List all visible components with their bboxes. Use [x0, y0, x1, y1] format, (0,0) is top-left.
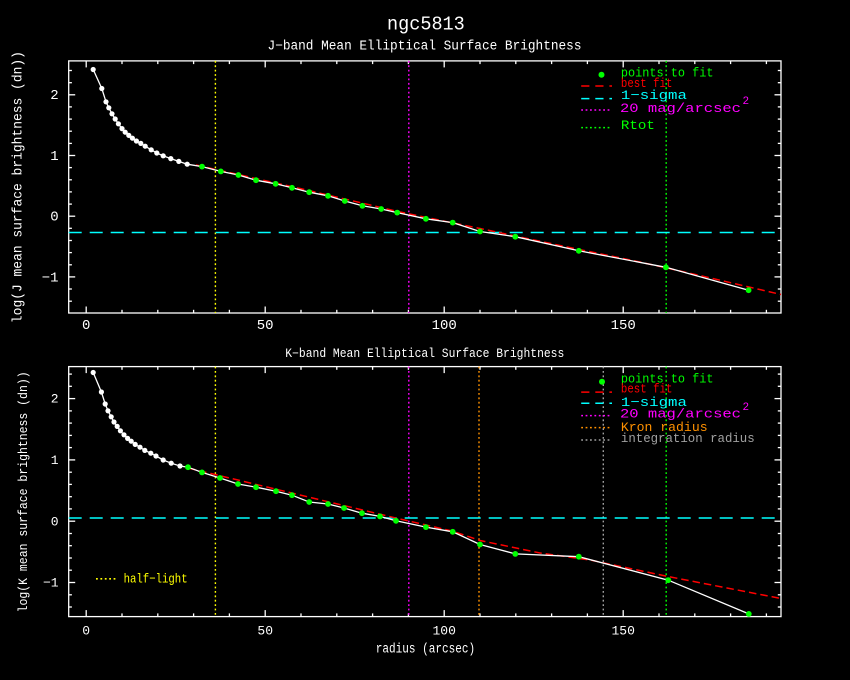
svg-text:radius (arcsec): radius (arcsec): [376, 643, 475, 658]
svg-text:150: 150: [611, 623, 634, 638]
svg-text:Kron radius: Kron radius: [621, 420, 708, 435]
svg-text:points to fit: points to fit: [621, 372, 714, 387]
svg-text:log(J mean surface brightness: log(J mean surface brightness (dn)): [12, 51, 27, 323]
svg-text:best fit: best fit: [621, 382, 673, 397]
svg-text:J−band Mean Elliptical Surface: J−band Mean Elliptical Surface Brightnes…: [268, 40, 582, 55]
svg-text:50: 50: [257, 318, 274, 334]
svg-text:2: 2: [51, 392, 59, 407]
svg-text:1: 1: [50, 149, 58, 165]
svg-text:100: 100: [432, 318, 457, 334]
svg-text:150: 150: [611, 318, 636, 334]
svg-text:2: 2: [743, 96, 750, 108]
svg-text:1−sigma: 1−sigma: [621, 395, 687, 410]
svg-text:2: 2: [743, 402, 750, 414]
svg-text:−1: −1: [43, 576, 59, 591]
svg-text:1: 1: [51, 453, 59, 468]
svg-text:log(K mean surface brightness: log(K mean surface brightness (dn)): [17, 371, 31, 612]
svg-text:ngc5813: ngc5813: [387, 13, 465, 35]
svg-text:0: 0: [82, 318, 90, 334]
svg-text:0: 0: [51, 514, 59, 529]
svg-text:integration radius: integration radius: [621, 431, 755, 446]
svg-text:20 mag/arcsec: 20 mag/arcsec: [620, 406, 741, 421]
svg-text:20 mag/arcsec: 20 mag/arcsec: [620, 101, 741, 116]
svg-text:0: 0: [50, 210, 58, 226]
svg-text:100: 100: [432, 623, 455, 638]
svg-text:best fit: best fit: [621, 76, 673, 91]
svg-text:2: 2: [50, 88, 58, 104]
svg-text:half−light: half−light: [124, 571, 188, 586]
svg-text:50: 50: [257, 623, 273, 638]
svg-text:1−sigma: 1−sigma: [621, 88, 687, 103]
svg-text:Rtot: Rtot: [621, 118, 655, 133]
svg-text:0: 0: [82, 623, 90, 638]
svg-text:points to fit: points to fit: [621, 65, 714, 80]
svg-text:K−band Mean Elliptical Surface: K−band Mean Elliptical Surface Brightnes…: [285, 347, 564, 361]
svg-text:−1: −1: [42, 270, 59, 286]
